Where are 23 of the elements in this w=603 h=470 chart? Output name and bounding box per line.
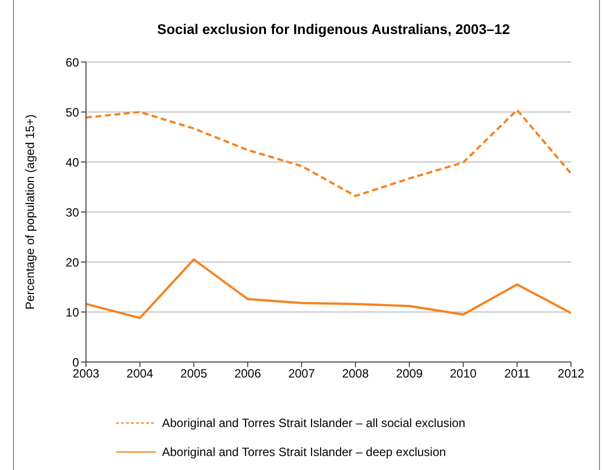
x-tick-label: 2004 [126,366,154,381]
y-tick-label: 20 [66,255,80,270]
x-tick-label: 2011 [504,366,530,381]
line-series [86,258,571,320]
x-tick-label: 2007 [288,366,316,381]
chart-title: Social exclusion for Indigenous Australians, 2003–12 [156,21,511,37]
x-tick-label: 2008 [342,366,370,381]
x-tick-label: 2012 [558,366,585,381]
y-tick-label: 30 [66,205,80,220]
y-tick-label: 10 [66,305,80,320]
legend-label: Aboriginal and Torres Strait Islander – deep exclusion [162,444,446,458]
x-tick-label: 2010 [450,366,477,381]
x-tick-label: 2006 [234,366,262,381]
x-tick-label: 2009 [396,366,424,381]
y-tick-label: 60 [66,55,80,70]
y-tick-label: 0 [72,355,80,370]
x-tick-label: 2005 [180,366,208,381]
y-axis-title: Percentage of population (aged 15+) [23,114,37,310]
y-tick-label: 50 [66,105,80,120]
line-series [86,108,571,198]
legend-label: Aboriginal and Torres Strait Islander – all social exclusion [162,416,466,430]
x-tick-label: 2003 [72,366,100,381]
y-tick-label: 40 [66,155,80,170]
